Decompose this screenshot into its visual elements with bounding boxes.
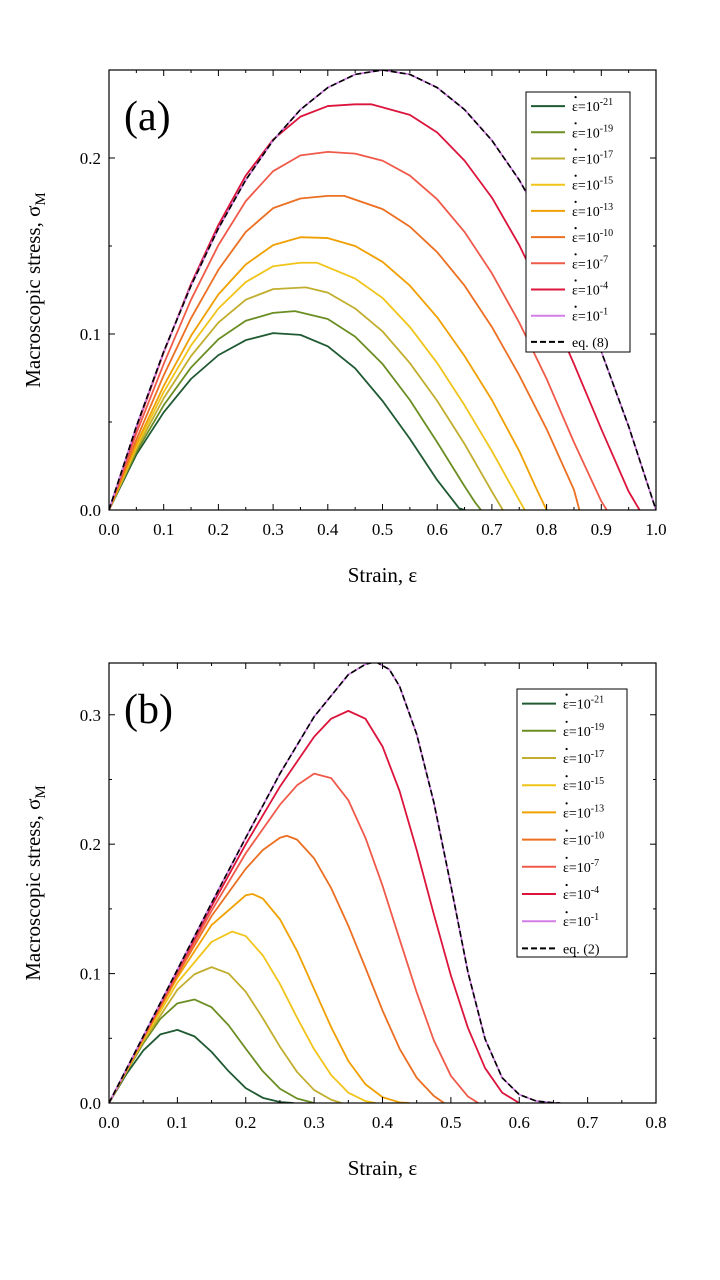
legend: ε=10-21 ε=10-19 ε=10-17 ε=10-15 ε=10-13 ε=10-… [525, 91, 631, 353]
series-line-6 [109, 194, 581, 510]
series-line-5 [109, 236, 548, 510]
rate-dot [565, 883, 568, 887]
x-tick-label: 0.1 [153, 520, 174, 539]
legend-entry-5: ε=10-13 [563, 803, 604, 821]
x-tick-label: 0.2 [235, 1113, 256, 1132]
rate-dot [574, 148, 577, 151]
x-tick-label: 0.6 [427, 520, 448, 539]
series-line-1 [109, 332, 465, 510]
x-tick-label: 0.0 [98, 520, 119, 539]
x-tick-label: 0.1 [167, 1113, 188, 1132]
legend-entry-1: ε=10-21 [563, 695, 604, 713]
series-line-4 [109, 930, 376, 1103]
legend-entry-10: eq. (8) [572, 336, 609, 351]
y-tick-label: 0.1 [80, 965, 101, 984]
y-tick-label: 0.3 [80, 706, 101, 725]
chart-panel-b: 0.0 0.1 0.2 0.3 0.4 0.5 0.6 0.7 0.8 0.0 0.1 0.2 0.3 S… [21, 662, 667, 1180]
x-tick-label: 0.3 [262, 520, 283, 539]
rate-dot [565, 856, 568, 859]
rate-dot [565, 693, 568, 696]
y-tick-label: 0.2 [80, 835, 101, 854]
x-tick-label: 0.7 [577, 1113, 599, 1132]
legend-entry-6: ε=10-10 [563, 831, 604, 849]
series-line-9 [109, 663, 561, 1103]
series-line-6 [109, 834, 445, 1103]
x-tick-label: 0.7 [481, 520, 503, 539]
series-line-2 [109, 310, 482, 510]
rate-dot [574, 253, 577, 256]
legend-entry-8: ε=10-4 [572, 281, 608, 299]
rate-dot [565, 775, 568, 778]
series-line-3 [109, 966, 342, 1103]
series-line-5 [109, 893, 410, 1103]
legend-entry-4: ε=10-15 [563, 776, 604, 794]
legend-entry-9: ε=10-1 [563, 912, 599, 930]
x-axis-label: Strain, ε [348, 1156, 418, 1180]
legend-entry-2: ε=10-19 [572, 123, 613, 141]
legend-entry-1: ε=10-21 [572, 97, 613, 115]
x-tick-label: 0.4 [317, 520, 339, 539]
legend-entry-9: ε=10-1 [572, 307, 608, 325]
x-tick-label: 0.8 [536, 520, 557, 539]
series-group [109, 663, 561, 1103]
y-tick-label: 0.0 [80, 501, 101, 520]
x-tick-label: 1.0 [645, 520, 666, 539]
x-tick-label: 0.0 [98, 1113, 119, 1132]
legend-box [525, 91, 631, 353]
y-axis-label: Macroscopic stress, σM [21, 785, 49, 981]
rate-dot [565, 802, 568, 805]
legend-entry-7: ε=10-7 [572, 254, 608, 272]
series-line-4 [109, 261, 526, 510]
rate-dot [565, 829, 568, 832]
series-line-8 [109, 709, 520, 1103]
x-tick-label: 0.8 [645, 1113, 666, 1132]
rate-dot [574, 227, 577, 230]
series-line-1 [109, 1028, 294, 1103]
y-tick-label: 0.0 [80, 1094, 101, 1113]
x-tick-label: 0.9 [591, 520, 612, 539]
x-tick-label: 0.5 [372, 520, 393, 539]
legend-entry-10: eq. (2) [563, 942, 600, 957]
x-tick-label: 0.5 [440, 1113, 461, 1132]
y-tick-label: 0.1 [80, 325, 101, 344]
series-line-2 [109, 998, 315, 1103]
series-line-10 [109, 663, 561, 1103]
legend-entry-3: ε=10-17 [563, 749, 604, 767]
series-line-7 [109, 772, 479, 1103]
rate-dot [574, 174, 577, 177]
panel-label: (b) [124, 687, 173, 733]
series-line-3 [109, 286, 504, 510]
legend-box [516, 688, 628, 958]
legend-entry-8: ε=10-4 [563, 885, 599, 903]
legend-entry-5: ε=10-13 [572, 202, 613, 220]
rate-dot [574, 305, 577, 308]
y-axis-label: Macroscopic stress, σM [21, 192, 49, 388]
rate-dot [574, 200, 577, 203]
series-line-7 [109, 150, 608, 510]
legend-entry-2: ε=10-19 [563, 722, 604, 740]
x-axis-label: Strain, ε [348, 563, 418, 587]
legend-entry-6: ε=10-10 [572, 228, 613, 246]
rate-dot [565, 747, 568, 751]
rate-dot [574, 122, 577, 125]
rate-dot [574, 279, 577, 282]
legend-entry-7: ε=10-7 [563, 858, 599, 876]
y-tick-label: 0.2 [80, 149, 101, 168]
legend-entry-3: ε=10-17 [572, 150, 613, 168]
rate-dot [565, 911, 568, 914]
x-tick-label: 0.4 [372, 1113, 394, 1132]
x-tick-label: 0.2 [208, 520, 229, 539]
legend-entry-4: ε=10-15 [572, 176, 613, 194]
x-tick-label: 0.6 [509, 1113, 530, 1132]
chart-panel-a: 0.0 0.1 0.2 0.3 0.4 0.5 0.6 0.7 0.8 0.9 1.0 0.0 0.1 0… [21, 69, 667, 587]
panel-label: (a) [124, 94, 171, 140]
x-tick-label: 0.3 [304, 1113, 325, 1132]
legend: ε=10-21 ε=10-19 ε=10-17 ε=10-15 ε=10-13 ε=10-… [516, 688, 628, 958]
rate-dot [574, 96, 577, 99]
rate-dot [565, 720, 568, 723]
